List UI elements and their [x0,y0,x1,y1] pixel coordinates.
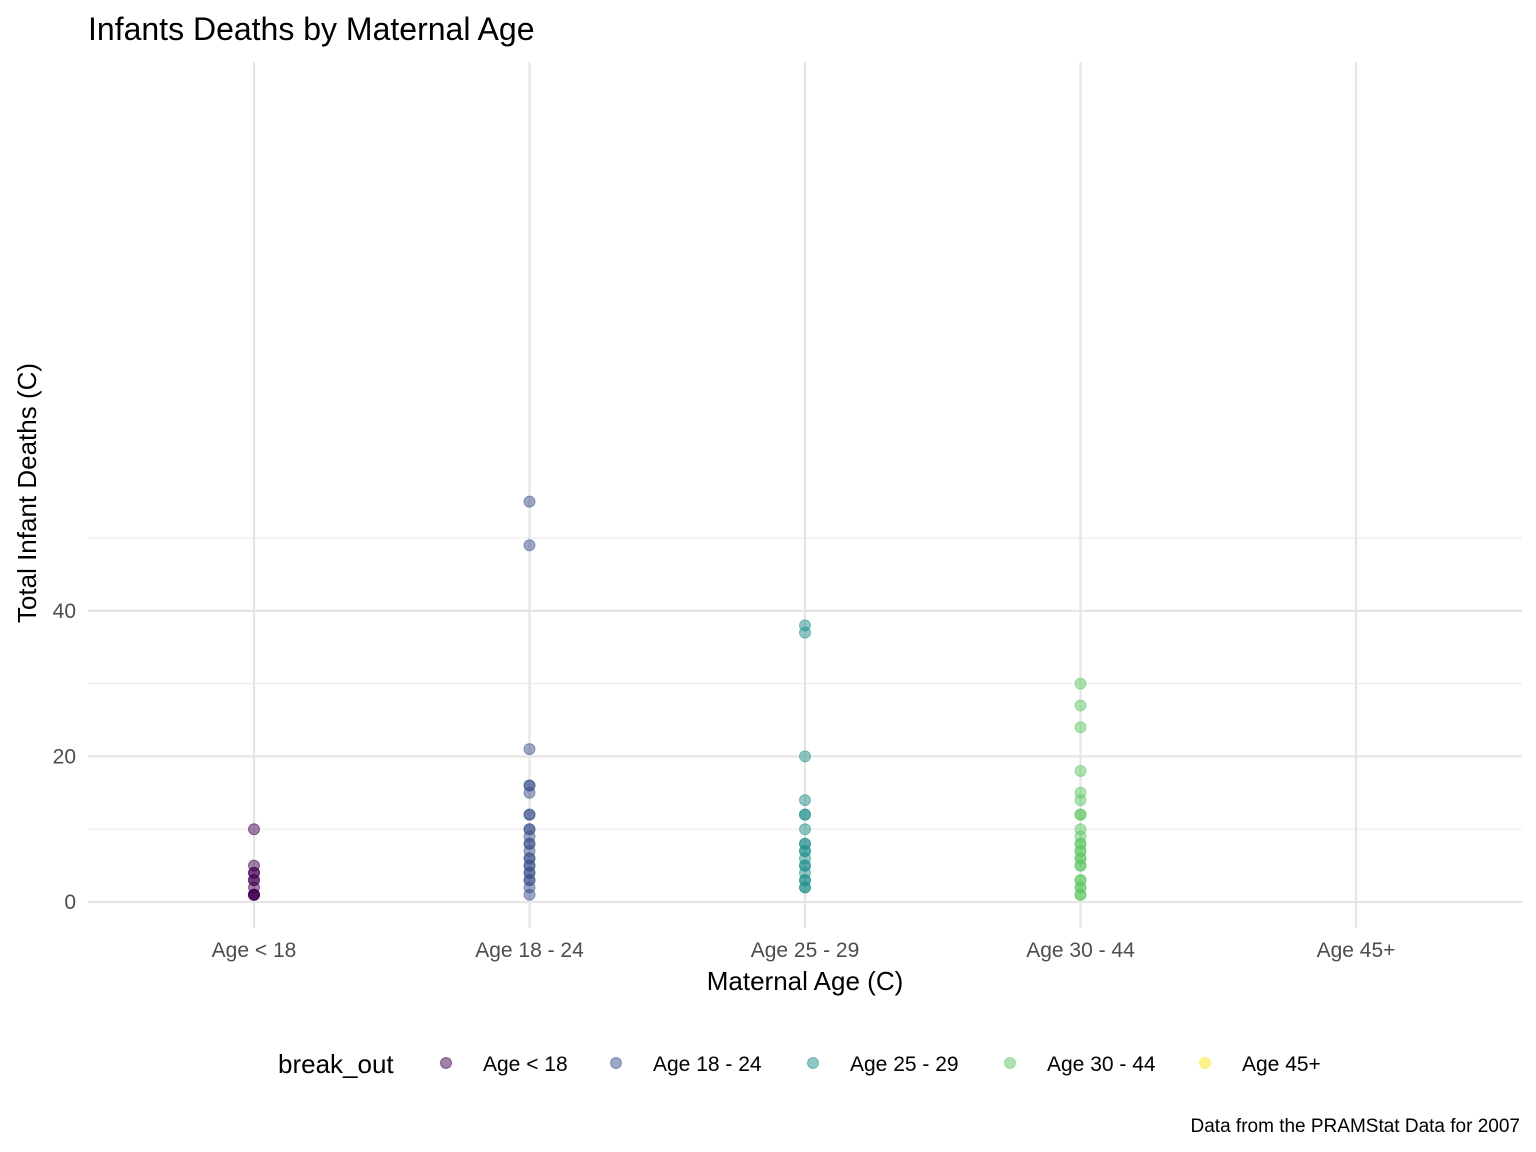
data-point [523,495,536,508]
x-tick-label: Age 25 - 29 [751,939,860,962]
x-tick-label: Age 45+ [1317,939,1396,962]
y-axis-title: Total Infant Deaths (C) [12,363,42,623]
data-points [248,495,1087,901]
legend-key [610,1057,622,1069]
y-tick-label: 40 [53,600,76,623]
data-point [799,794,811,807]
legend-item: Age 25 - 29 [807,1053,959,1076]
data-point [1074,888,1087,901]
data-point [523,888,536,901]
x-axis-title: Maternal Age (C) [707,966,904,996]
data-point [523,743,536,756]
tick-labels: 0 20 40 Age < 18 Age 18 - 24 Age 25 - 29 Age 3… [53,600,1396,962]
data-point [523,786,536,799]
legend-label: Age 30 - 44 [1047,1053,1156,1076]
legend-key [807,1057,819,1069]
chart-title: Infants Deaths by Maternal Age [88,11,534,47]
data-point [1074,721,1087,734]
legend-title: break_out [278,1049,394,1079]
legend-label: Age 25 - 29 [850,1053,959,1076]
legend-key [1199,1057,1211,1069]
legend-item: Age 45+ [1199,1053,1321,1076]
x-tick-label: Age 18 - 24 [475,939,584,962]
legend-item: Age 30 - 44 [1004,1053,1156,1076]
legend-key [440,1057,452,1069]
data-point [523,539,536,552]
legend-entries: Age < 18 Age 18 - 24 Age 25 - 29 Age 30 - 4… [440,1053,1321,1076]
legend: break_out Age < 18 Age 18 - 24 Age 25 - 29… [278,1049,1321,1079]
legend-label: Age < 18 [483,1053,568,1076]
data-point [248,888,260,901]
data-point [799,750,811,763]
data-point [1074,699,1087,712]
data-point [1074,677,1087,690]
legend-key [1004,1057,1016,1069]
x-tick-label: Age 30 - 44 [1026,939,1135,962]
data-point [1074,859,1087,872]
chart-caption: Data from the PRAMStat Data for 2007 [1191,1116,1521,1137]
legend-label: Age 45+ [1242,1053,1321,1076]
data-point [799,881,811,894]
data-point [523,808,536,821]
data-point [799,808,811,821]
data-point [1074,794,1087,807]
y-tick-label: 20 [53,745,76,768]
y-tick-label: 0 [64,891,76,914]
data-point [799,823,811,836]
legend-item: Age 18 - 24 [610,1053,762,1076]
data-point [799,626,811,639]
data-point [1074,764,1087,777]
data-point [1074,808,1087,821]
data-point [248,823,260,836]
x-tick-label: Age < 18 [212,939,297,962]
legend-item: Age < 18 [440,1053,568,1076]
legend-label: Age 18 - 24 [653,1053,762,1076]
